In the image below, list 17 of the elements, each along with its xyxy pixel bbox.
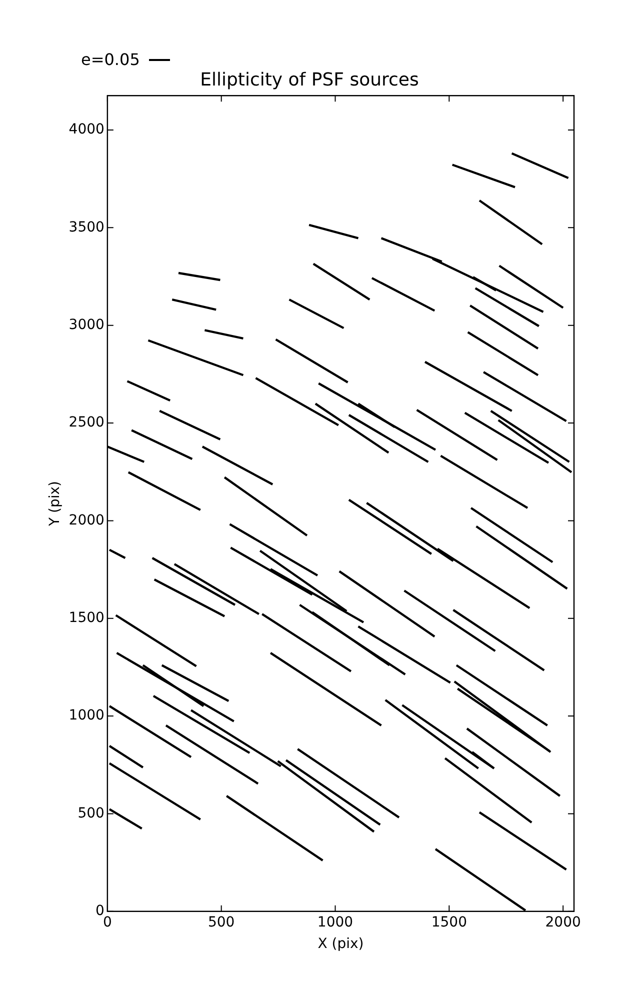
y-tick-label: 1000 [68,708,104,724]
x-axis-title: X (pix) [318,936,364,952]
y-tick-label: 500 [78,805,104,822]
x-tick-label: 1000 [317,914,354,930]
y-tick-label: 1500 [68,610,104,626]
y-axis-title: Y (pix) [47,481,64,527]
x-tick-label: 2000 [545,914,581,930]
y-tick-label: 0 [96,903,104,920]
y-tick-label: 3500 [68,219,104,236]
text: e=0.05 [81,50,140,69]
x-tick-label: 500 [208,914,235,930]
y-tick-label: 2000 [68,512,104,528]
x-tick-label: 1500 [431,914,467,930]
chart-title: Ellipticity of PSF sources [200,69,419,90]
y-tick-label: 3000 [68,316,104,333]
y-tick-label: 2500 [68,414,104,431]
y-tick-label: 4000 [68,122,104,138]
